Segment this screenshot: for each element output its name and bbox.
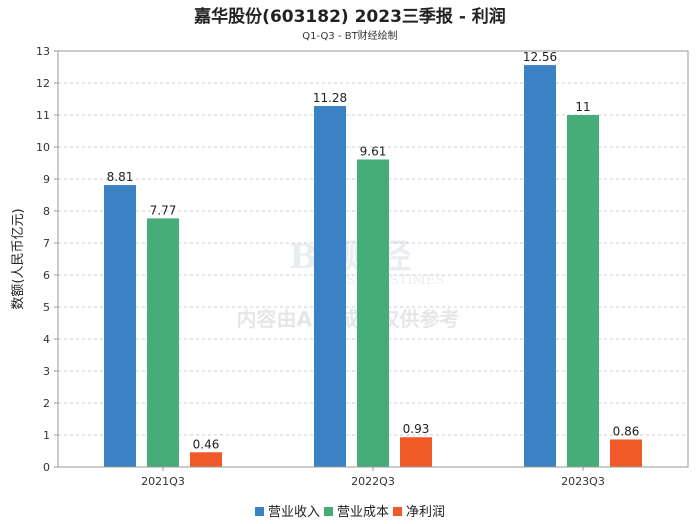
bar-value-label: 0.46	[193, 437, 220, 451]
x-tick-label: 2023Q3	[561, 475, 605, 488]
y-tick-label: 8	[43, 205, 50, 218]
y-tick-label: 5	[43, 301, 50, 314]
bar	[147, 218, 179, 467]
legend-item[interactable]: 营业收入	[254, 501, 320, 520]
bar	[610, 439, 642, 467]
x-axis-ticks: 2021Q3 2022Q3 2023Q3	[141, 467, 605, 488]
y-tick-label: 1	[43, 429, 50, 442]
bar-value-label: 0.93	[403, 422, 430, 436]
legend-swatch	[323, 507, 333, 516]
chart-subtitle: Q1-Q3 - BT财经绘制	[302, 31, 398, 42]
chart-title: 嘉华股份(603182) 2023三季报 - 利润	[194, 7, 506, 27]
legend-label: 营业成本	[336, 505, 389, 520]
bar-value-label: 12.56	[523, 50, 557, 64]
bar-value-label: 8.81	[107, 170, 134, 184]
legend-label: 营业收入	[267, 505, 320, 520]
bar-value-label: 7.77	[150, 203, 177, 217]
bar	[190, 452, 222, 467]
legend-swatch	[393, 507, 402, 516]
y-tick-label: 7	[43, 237, 50, 250]
legend-swatch	[254, 507, 264, 516]
watermark-notice: 内容由AI生成，仅供参考	[237, 307, 460, 331]
bars	[104, 65, 642, 468]
bar	[314, 106, 346, 467]
y-tick-label: 10	[36, 141, 50, 154]
x-tick-label: 2022Q3	[351, 475, 395, 488]
y-axis-label: 数额(人民币亿元)	[11, 208, 26, 309]
bar	[400, 437, 432, 467]
y-tick-label: 13	[36, 45, 50, 58]
legend-item[interactable]: 净利润	[393, 501, 445, 520]
bar-value-label: 0.86	[613, 424, 640, 438]
bar	[357, 159, 389, 468]
plot-frame	[57, 50, 689, 468]
legend-label: 净利润	[406, 505, 446, 520]
x-tick-label: 2021Q3	[141, 475, 185, 488]
y-tick-label: 11	[36, 109, 50, 122]
y-tick-label: 3	[43, 365, 50, 378]
y-tick-label: 6	[43, 269, 50, 282]
bar-value-label: 11.28	[313, 91, 347, 105]
bar-value-label: 9.61	[360, 144, 387, 158]
watermark: BT财经 BUSINESSTIMES 内容由AI生成，仅供参考	[237, 237, 460, 331]
legend-item[interactable]: 营业成本	[323, 501, 389, 520]
y-tick-label: 0	[43, 461, 50, 474]
bar	[104, 185, 136, 467]
bar-value-labels: 8.81 7.77 0.46 11.28 9.61 0.93 12.56 11 0.86	[107, 50, 640, 451]
watermark-brand: BT财经	[289, 237, 411, 277]
bar-value-label: 11	[575, 100, 590, 114]
y-tick-label: 2	[43, 397, 50, 410]
y-tick-label: 9	[43, 173, 50, 186]
bar	[567, 115, 599, 467]
bar	[524, 65, 556, 467]
legend: 营业收入 营业成本 净利润	[0, 501, 700, 520]
y-tick-label: 4	[43, 333, 50, 346]
y-tick-label: 12	[36, 77, 50, 90]
